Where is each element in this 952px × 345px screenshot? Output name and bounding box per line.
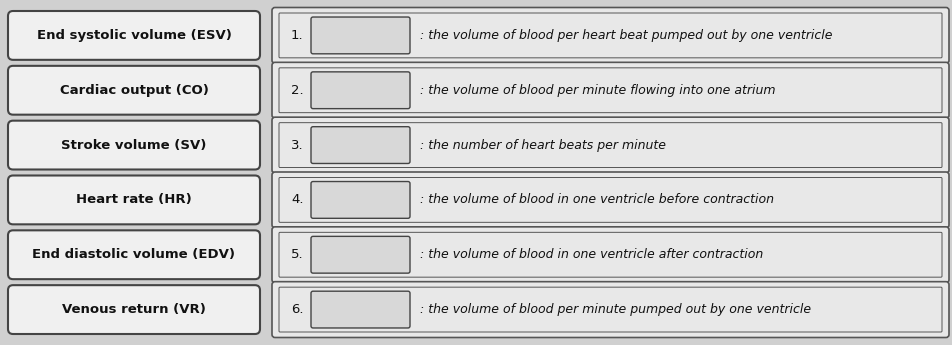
FancyBboxPatch shape xyxy=(8,176,260,224)
Text: : the volume of blood per minute pumped out by one ventricle: : the volume of blood per minute pumped … xyxy=(420,303,810,316)
Text: Cardiac output (CO): Cardiac output (CO) xyxy=(59,84,208,97)
FancyBboxPatch shape xyxy=(271,117,948,173)
FancyBboxPatch shape xyxy=(271,172,948,228)
FancyBboxPatch shape xyxy=(8,11,260,60)
Text: : the number of heart beats per minute: : the number of heart beats per minute xyxy=(420,139,665,151)
FancyBboxPatch shape xyxy=(8,121,260,169)
Text: Venous return (VR): Venous return (VR) xyxy=(62,303,206,316)
FancyBboxPatch shape xyxy=(310,17,409,54)
Text: : the volume of blood in one ventricle before contraction: : the volume of blood in one ventricle b… xyxy=(420,194,773,206)
FancyBboxPatch shape xyxy=(271,8,948,63)
Text: Stroke volume (SV): Stroke volume (SV) xyxy=(61,139,207,151)
FancyBboxPatch shape xyxy=(271,282,948,337)
Text: : the volume of blood per minute flowing into one atrium: : the volume of blood per minute flowing… xyxy=(420,84,775,97)
Text: : the volume of blood in one ventricle after contraction: : the volume of blood in one ventricle a… xyxy=(420,248,763,261)
FancyBboxPatch shape xyxy=(271,227,948,283)
FancyBboxPatch shape xyxy=(310,236,409,273)
Text: Heart rate (HR): Heart rate (HR) xyxy=(76,194,191,206)
Text: 5.: 5. xyxy=(290,248,304,261)
FancyBboxPatch shape xyxy=(8,285,260,334)
Text: : the volume of blood per heart beat pumped out by one ventricle: : the volume of blood per heart beat pum… xyxy=(420,29,832,42)
Text: 1.: 1. xyxy=(290,29,304,42)
FancyBboxPatch shape xyxy=(8,66,260,115)
Text: 3.: 3. xyxy=(290,139,304,151)
FancyBboxPatch shape xyxy=(310,127,409,164)
Text: End diastolic volume (EDV): End diastolic volume (EDV) xyxy=(32,248,235,261)
Text: 2.: 2. xyxy=(290,84,304,97)
Text: End systolic volume (ESV): End systolic volume (ESV) xyxy=(36,29,231,42)
FancyBboxPatch shape xyxy=(310,72,409,109)
Text: 6.: 6. xyxy=(290,303,303,316)
FancyBboxPatch shape xyxy=(310,181,409,218)
Text: 4.: 4. xyxy=(290,194,303,206)
FancyBboxPatch shape xyxy=(271,62,948,118)
FancyBboxPatch shape xyxy=(8,230,260,279)
FancyBboxPatch shape xyxy=(310,291,409,328)
